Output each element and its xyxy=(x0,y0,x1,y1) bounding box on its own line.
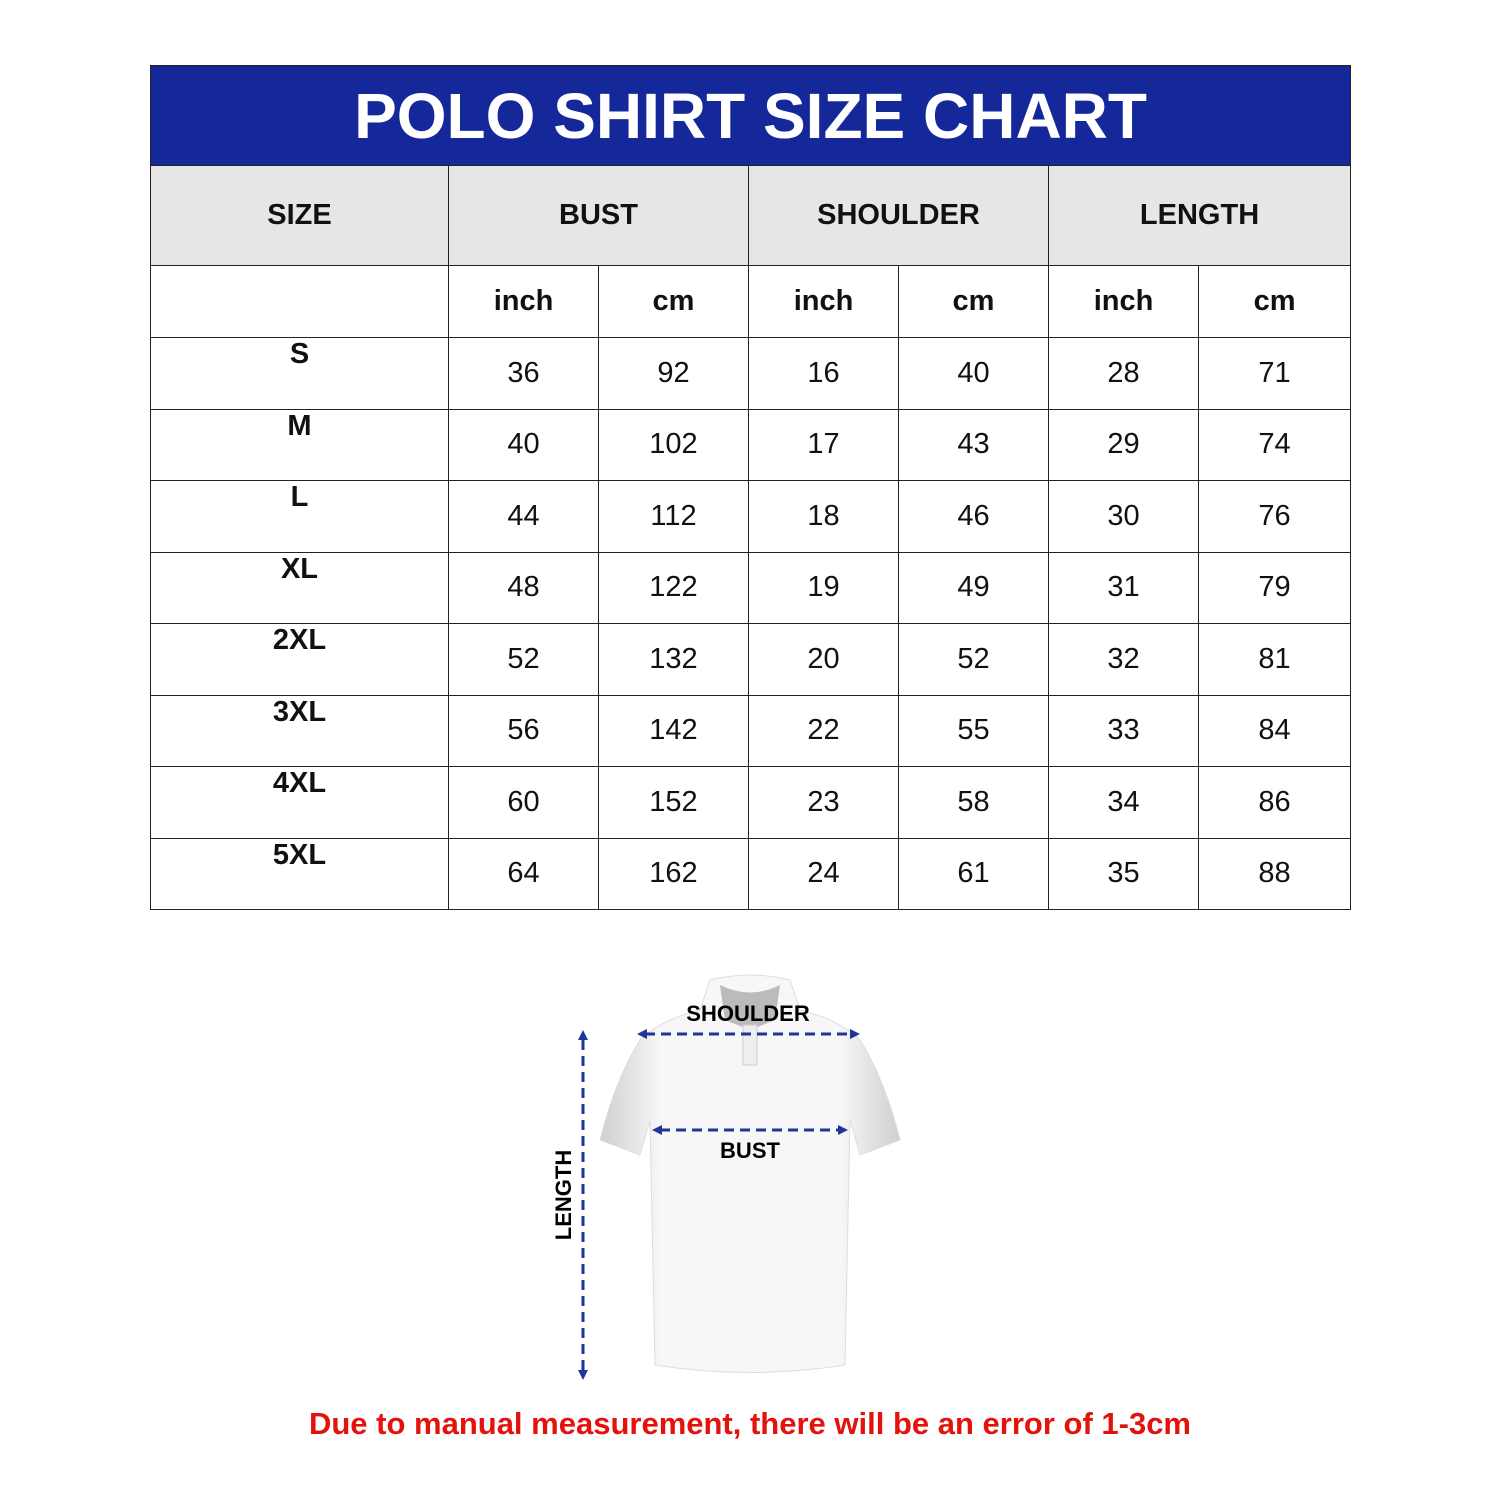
value-cell: 30 xyxy=(1048,480,1199,553)
value-cell: 48 xyxy=(448,551,599,624)
value-cell: 61 xyxy=(898,837,1049,910)
unit: inch xyxy=(448,265,599,338)
value-cell: 32 xyxy=(1048,623,1199,696)
size-cell: XL xyxy=(150,551,449,624)
value-cell: 71 xyxy=(1197,337,1352,410)
unit: cm xyxy=(898,265,1049,338)
value-cell: 22 xyxy=(748,694,899,767)
value-cell: 86 xyxy=(1197,766,1352,839)
value-cell: 74 xyxy=(1197,408,1352,481)
value-cell: 18 xyxy=(748,480,899,553)
size-table: POLO SHIRT SIZE CHART SIZE BUST SHOULDER… xyxy=(149,65,1352,910)
value-cell: 33 xyxy=(1048,694,1199,767)
table-row: 3XL 56 142 22 55 33 84 xyxy=(150,694,1352,767)
value-cell: 88 xyxy=(1197,837,1352,910)
value-cell: 132 xyxy=(598,623,749,696)
value-cell: 43 xyxy=(898,408,1049,481)
size-cell: M xyxy=(150,408,449,481)
size-cell: S xyxy=(150,337,449,410)
value-cell: 16 xyxy=(748,337,899,410)
table-row: 4XL 60 152 23 58 34 86 xyxy=(150,766,1352,839)
table-row: XL 48 122 19 49 31 79 xyxy=(150,551,1352,624)
shirt-image xyxy=(599,974,901,1373)
value-cell: 58 xyxy=(898,766,1049,839)
size-cell: 3XL xyxy=(150,694,449,767)
value-cell: 152 xyxy=(598,766,749,839)
value-cell: 56 xyxy=(448,694,599,767)
unit: inch xyxy=(1048,265,1199,338)
value-cell: 23 xyxy=(748,766,899,839)
value-cell: 34 xyxy=(1048,766,1199,839)
table-row: 2XL 52 132 20 52 32 81 xyxy=(150,623,1352,696)
table-row: 5XL 64 162 24 61 35 88 xyxy=(150,837,1352,910)
header-shoulder: SHOULDER xyxy=(748,165,1049,266)
unit-row: inch cm inch cm inch cm xyxy=(150,265,1352,338)
value-cell: 162 xyxy=(598,837,749,910)
table-row: M 40 102 17 43 29 74 xyxy=(150,408,1352,481)
value-cell: 60 xyxy=(448,766,599,839)
size-cell: 5XL xyxy=(150,837,449,910)
value-cell: 44 xyxy=(448,480,599,553)
value-cell: 55 xyxy=(898,694,1049,767)
shirt-diagram: SHOULDER BUST LENGTH xyxy=(551,974,901,1380)
length-label: LENGTH xyxy=(551,1150,576,1240)
value-cell: 102 xyxy=(598,408,749,481)
size-cell: 2XL xyxy=(150,623,449,696)
value-cell: 112 xyxy=(598,480,749,553)
value-cell: 79 xyxy=(1197,551,1352,624)
value-cell: 19 xyxy=(748,551,899,624)
value-cell: 76 xyxy=(1197,480,1352,553)
value-cell: 40 xyxy=(898,337,1049,410)
value-cell: 142 xyxy=(598,694,749,767)
shoulder-label: SHOULDER xyxy=(686,1001,810,1026)
value-cell: 52 xyxy=(448,623,599,696)
measure-arrows xyxy=(581,1032,852,1370)
value-cell: 29 xyxy=(1048,408,1199,481)
value-cell: 40 xyxy=(448,408,599,481)
table-row: L 44 112 18 46 30 76 xyxy=(150,480,1352,553)
value-cell: 92 xyxy=(598,337,749,410)
value-cell: 17 xyxy=(748,408,899,481)
size-cell: L xyxy=(150,480,449,553)
value-cell: 84 xyxy=(1197,694,1352,767)
value-cell: 36 xyxy=(448,337,599,410)
value-cell: 20 xyxy=(748,623,899,696)
value-cell: 46 xyxy=(898,480,1049,553)
unit: cm xyxy=(598,265,749,338)
size-cell: 4XL xyxy=(150,766,449,839)
value-cell: 49 xyxy=(898,551,1049,624)
placket xyxy=(742,1024,758,1066)
value-cell: 81 xyxy=(1197,623,1352,696)
bust-label: BUST xyxy=(720,1138,780,1163)
value-cell: 35 xyxy=(1048,837,1199,910)
unit: cm xyxy=(1197,265,1352,338)
table-title: POLO SHIRT SIZE CHART xyxy=(149,65,1352,166)
measurement-note: Due to manual measurement, there will be… xyxy=(308,1406,1192,1441)
unit: inch xyxy=(748,265,899,338)
value-cell: 31 xyxy=(1048,551,1199,624)
value-cell: 122 xyxy=(598,551,749,624)
header-bust: BUST xyxy=(448,165,749,266)
value-cell: 28 xyxy=(1048,337,1199,410)
collar xyxy=(720,985,780,1030)
table-row: S 36 92 16 40 28 71 xyxy=(150,337,1352,410)
value-cell: 64 xyxy=(448,837,599,910)
header-size: SIZE xyxy=(150,165,449,266)
value-cell: 24 xyxy=(748,837,899,910)
header-length: LENGTH xyxy=(1047,165,1352,266)
value-cell: 52 xyxy=(898,623,1049,696)
